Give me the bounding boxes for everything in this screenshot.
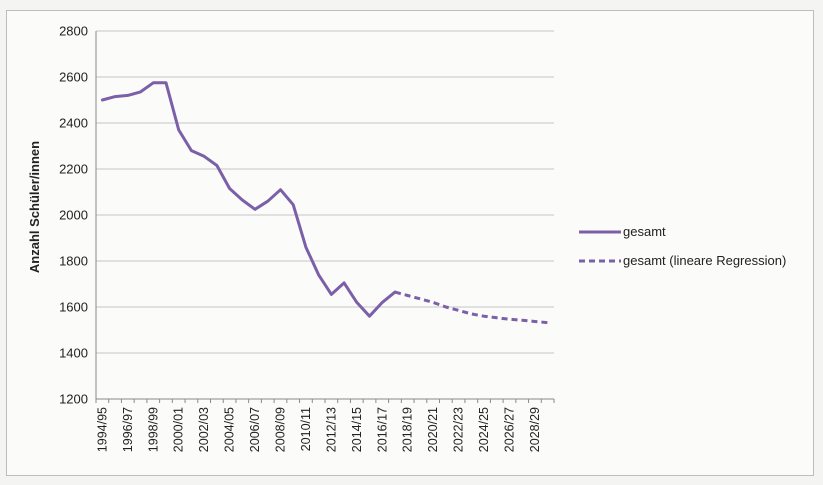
line-chart: 1200 1400 1600 1800 2000 2200 2400 2600 2800 199… <box>27 24 786 453</box>
y-tick-label: 1800 <box>59 254 88 269</box>
y-tick-labels: 1200 1400 1600 1800 2000 2200 2400 2600 2800 <box>59 24 88 407</box>
series-line-regression <box>394 290 548 325</box>
y-tick-label: 2400 <box>59 116 88 131</box>
x-tick-label: 2006/07 <box>248 407 262 452</box>
series-lines <box>100 81 548 325</box>
x-tick-label: 2004/05 <box>223 407 237 452</box>
legend: gesamt gesamt (lineare Regression) <box>579 224 786 268</box>
x-tick-label: 2020/21 <box>426 407 440 452</box>
x-tick-label: 2018/19 <box>401 407 415 452</box>
x-tick-label: 2026/27 <box>502 407 516 452</box>
y-tick-label: 1600 <box>59 300 88 315</box>
x-tick-labels: 1994/95 1996/97 1998/99 2000/01 2002/03 2004/… <box>95 407 542 452</box>
x-tick-label: 2016/17 <box>375 407 389 452</box>
x-tick-label: 2012/13 <box>324 407 338 452</box>
x-tick-label: 2024/25 <box>477 407 491 452</box>
x-tick-label: 1998/99 <box>146 407 160 452</box>
legend-entry-regression: gesamt (lineare Regression) <box>623 253 786 268</box>
x-tick-label: 2002/03 <box>197 407 211 452</box>
y-tick-label: 1200 <box>59 392 88 407</box>
series-line-gesamt <box>100 81 397 318</box>
x-tick-label: 2008/09 <box>273 407 287 452</box>
y-axis-label: Anzahl Schüler/innen <box>27 141 42 273</box>
x-tick-label: 2022/23 <box>452 407 466 452</box>
y-tick-label: 1400 <box>59 346 88 361</box>
chart-frame: 1200 1400 1600 1800 2000 2200 2400 2600 2800 199… <box>6 10 814 476</box>
y-tick-label: 2800 <box>59 24 88 39</box>
y-tick-label: 2200 <box>59 162 88 177</box>
grid-lines <box>96 30 554 354</box>
x-tick-label: 1994/95 <box>95 407 109 452</box>
x-tick-label: 1996/97 <box>121 407 135 452</box>
x-tick-label: 2014/15 <box>350 407 364 452</box>
y-tick-label: 2000 <box>59 208 88 223</box>
x-tick-label: 2028/29 <box>528 407 542 452</box>
y-tick-label: 2600 <box>59 70 88 85</box>
x-tick-label: 2000/01 <box>172 407 186 452</box>
x-tick-label: 2010/11 <box>299 407 313 451</box>
legend-entry-gesamt: gesamt <box>623 224 666 239</box>
axes <box>95 31 555 403</box>
